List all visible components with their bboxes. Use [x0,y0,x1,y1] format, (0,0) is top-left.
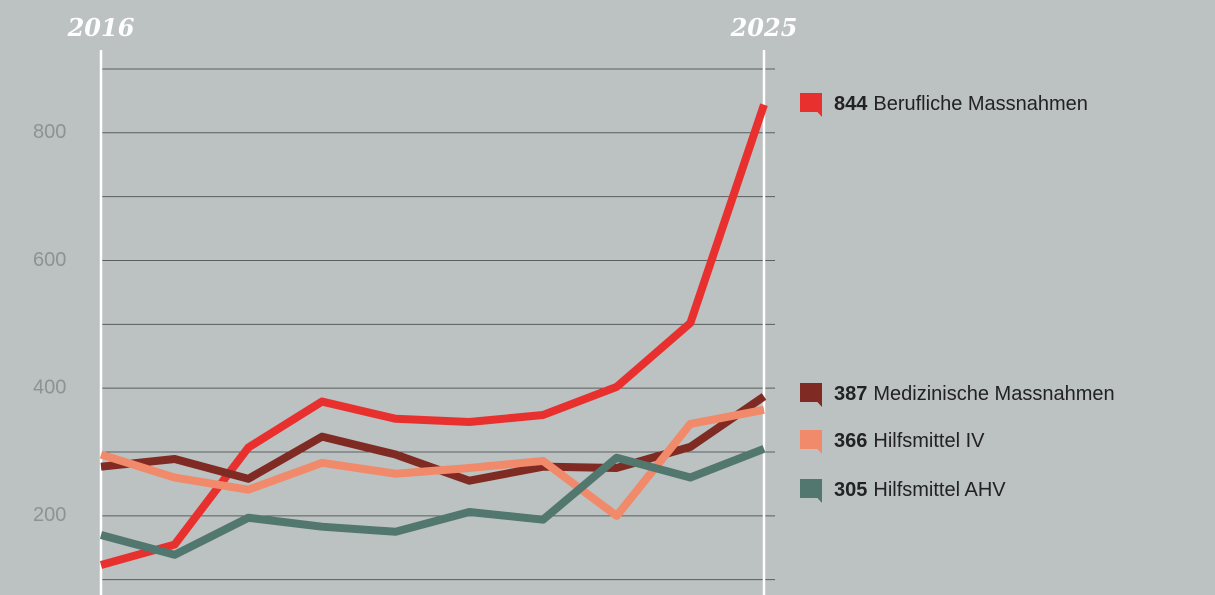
y-tick-label: 400 [33,376,66,398]
legend-label: Hilfsmittel IV [873,430,985,452]
legend-label: Medizinische Massnahmen [873,383,1114,405]
legend-entry: 305 Hilfsmittel AHV [834,479,1006,501]
legend-marker [800,430,822,454]
legend-entry: 366 Hilfsmittel IV [834,430,985,452]
x-tick-label: 2016 [67,13,135,42]
legend-label: Hilfsmittel AHV [873,479,1006,501]
y-tick-label: 600 [33,249,66,271]
legend-marker [800,93,822,117]
series-line [99,103,768,569]
legend-value: 305 [834,479,867,501]
legend-value: 387 [834,383,867,405]
x-tick-label: 2025 [730,13,798,42]
series-line [99,445,766,559]
y-tick-label: 200 [33,504,66,526]
legend-label: Berufliche Massnahmen [873,93,1088,115]
y-tick-label: 800 [33,121,66,143]
legend-value: 844 [834,93,868,115]
legend-entry: 387 Medizinische Massnahmen [834,383,1115,405]
legend-marker [800,383,822,407]
legend-entry: 844 Berufliche Massnahmen [834,93,1088,115]
legend-value: 366 [834,430,867,452]
legend-marker [800,479,822,503]
